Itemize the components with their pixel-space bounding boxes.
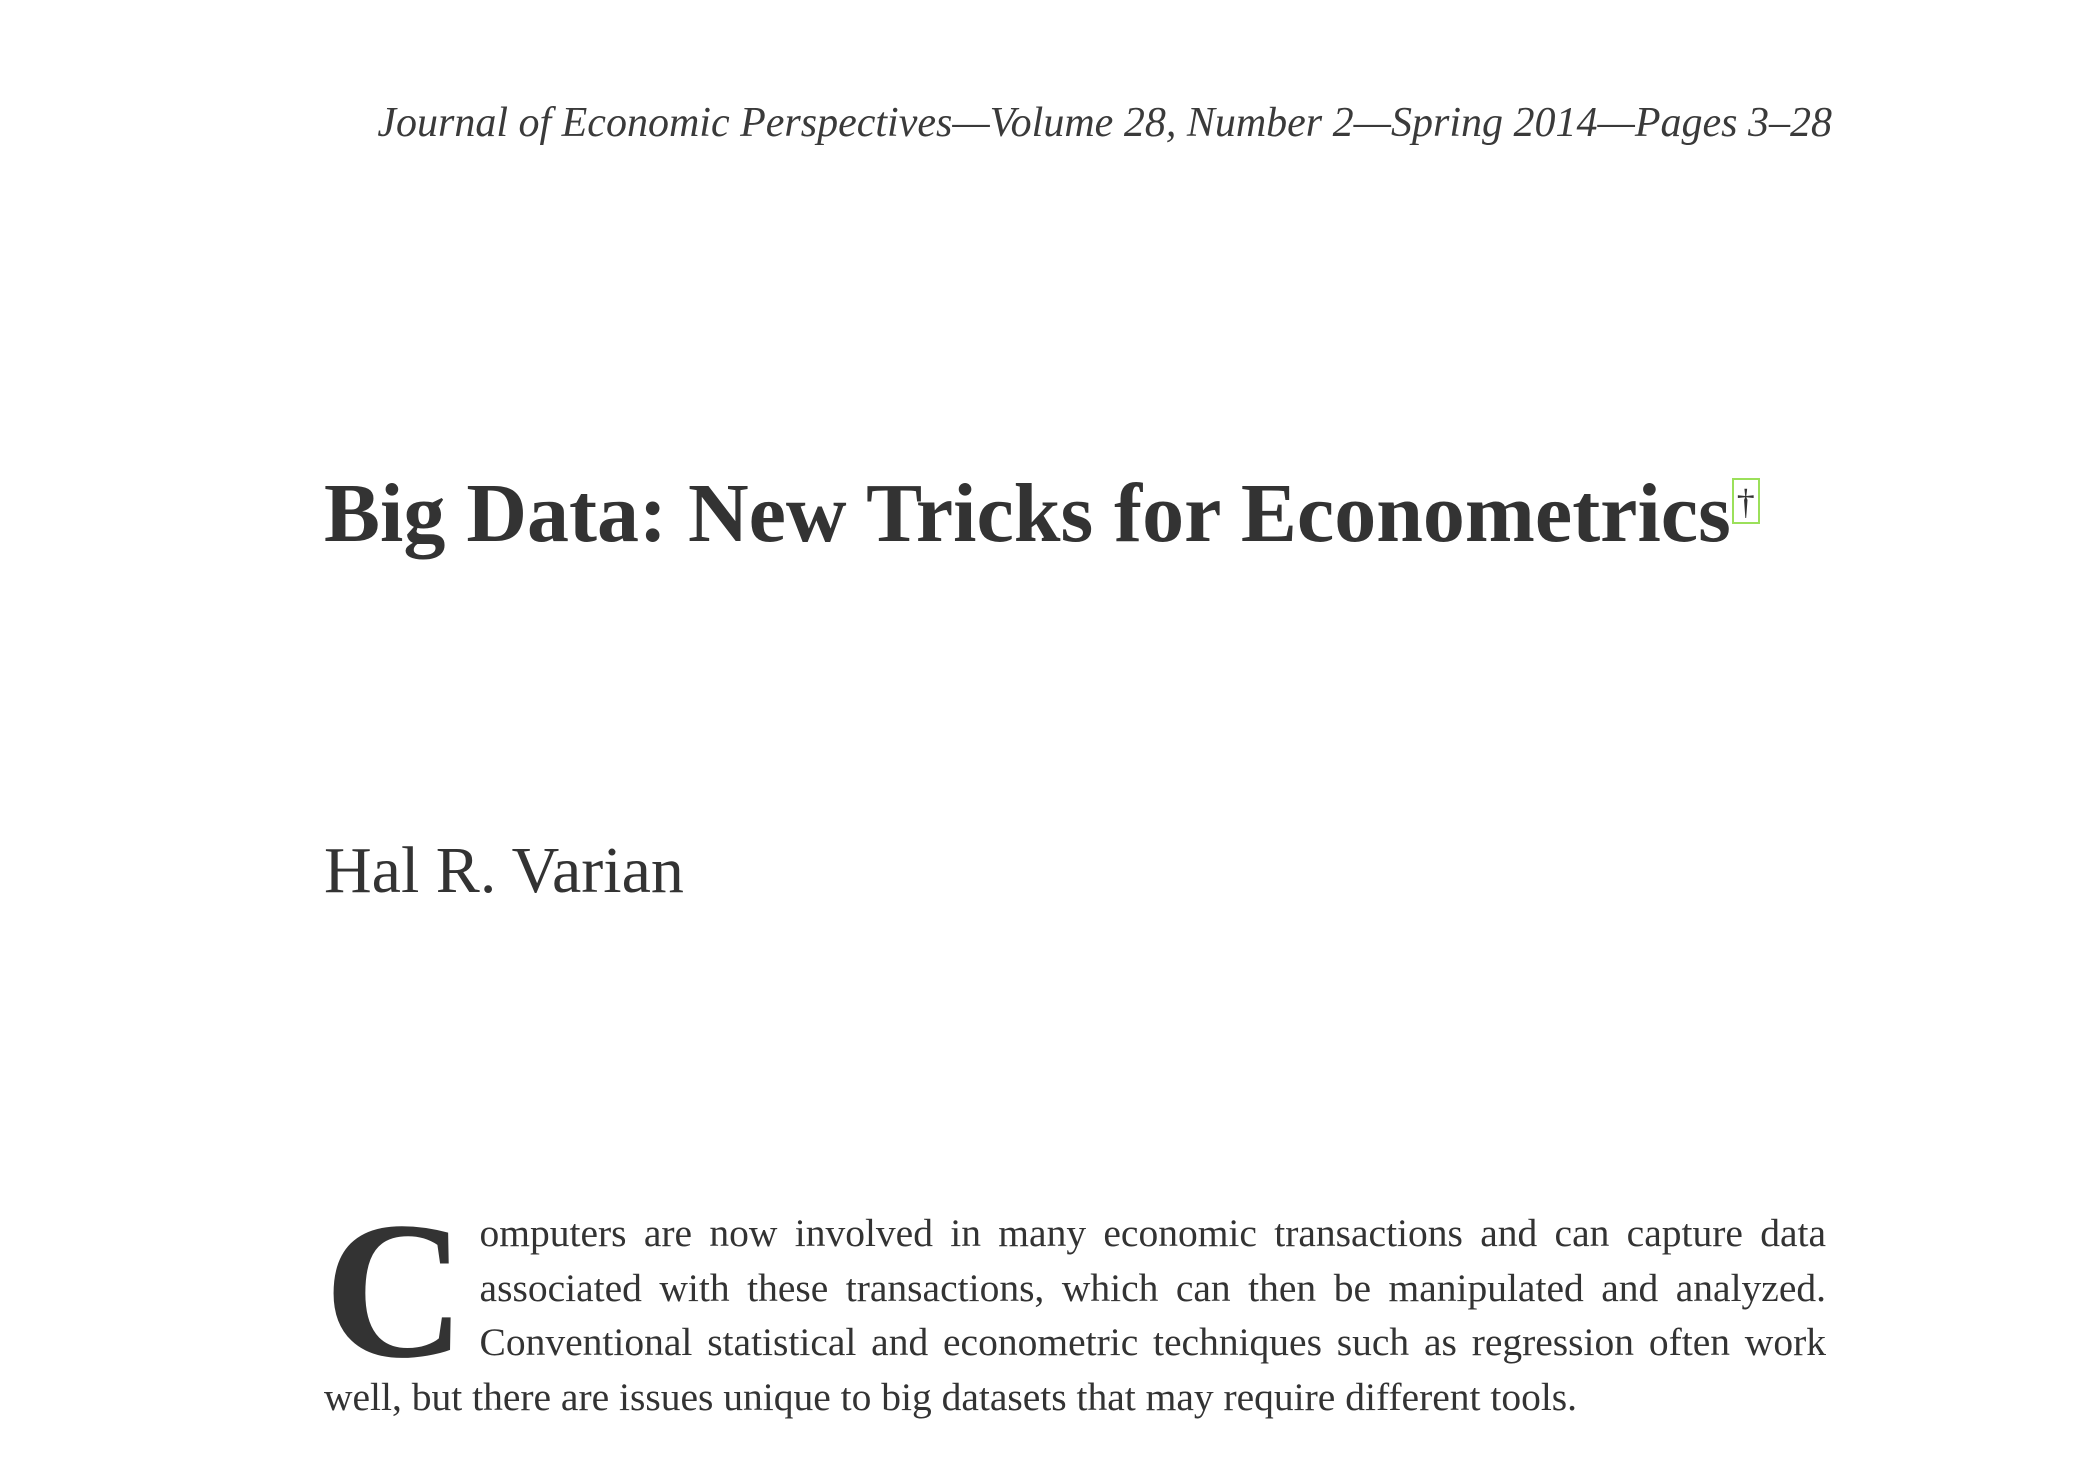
author-name: Hal R. Varian <box>324 834 684 907</box>
first-paragraph-text: omputers are now involved in many econom… <box>324 1211 1826 1419</box>
article-title: Big Data: New Tricks for Econometrics † <box>324 472 1760 556</box>
title-footnote-mark[interactable]: † <box>1731 478 1760 524</box>
drop-cap: C <box>324 1182 466 1399</box>
running-header: Journal of Economic Perspectives—Volume … <box>377 100 1832 146</box>
article-title-text: Big Data: New Tricks for Econometrics <box>324 467 1731 560</box>
